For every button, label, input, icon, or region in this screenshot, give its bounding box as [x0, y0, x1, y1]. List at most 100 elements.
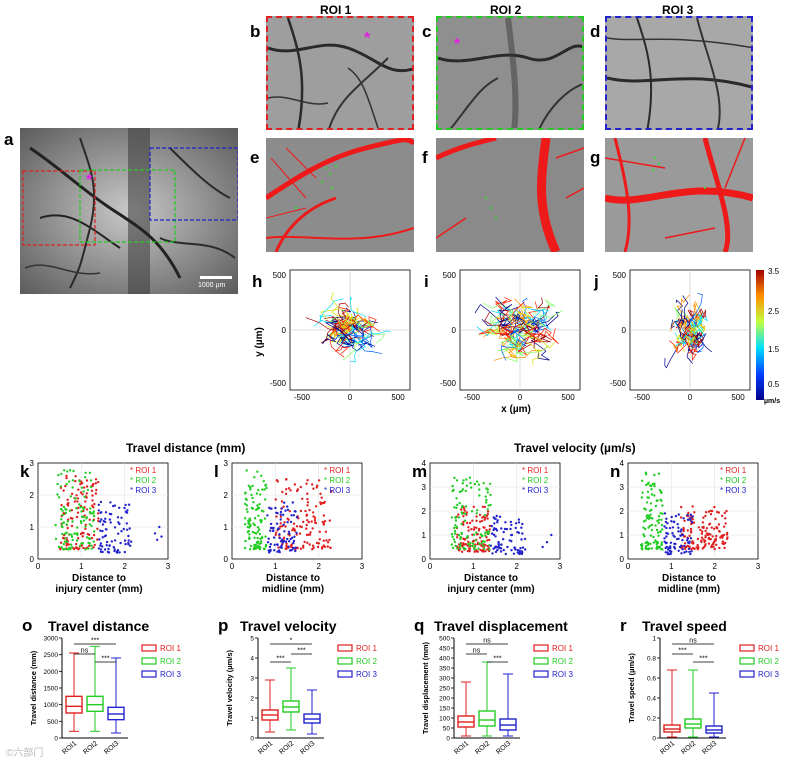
scatter-point	[62, 505, 66, 509]
scatter-point	[292, 546, 295, 550]
scatter-point	[687, 547, 691, 551]
scatter-point	[256, 504, 259, 507]
scatter-point	[259, 537, 262, 540]
scatter-point	[483, 547, 486, 551]
scatter-point	[65, 482, 68, 486]
scatter-point	[482, 482, 485, 485]
scatter-point	[664, 546, 667, 550]
box-legend-swatch	[739, 657, 755, 665]
scatter-point	[499, 547, 503, 550]
scatter-point	[245, 469, 248, 472]
scatter-point	[88, 518, 91, 521]
scatter-point	[68, 469, 72, 472]
scatter-point	[82, 509, 85, 513]
scatter-point	[460, 508, 463, 511]
track-ytick: 0	[282, 326, 287, 335]
scatter-point	[653, 484, 656, 488]
scatter-point	[649, 516, 652, 520]
scatter-point	[480, 519, 484, 523]
roi3-vessel-overlay	[605, 138, 753, 252]
scatter-point	[269, 529, 272, 532]
roi1-red-vessels	[266, 138, 414, 252]
scatter-point	[155, 538, 159, 541]
scatter-point	[290, 514, 293, 517]
scatter-point	[314, 505, 318, 508]
cell-track	[678, 327, 687, 341]
scatter-point	[82, 507, 85, 511]
scatter-point	[77, 488, 80, 491]
scatter-point	[472, 528, 476, 531]
scatter-point	[299, 509, 303, 513]
scatter-point	[720, 534, 723, 538]
scatter-point	[467, 542, 470, 546]
scatter-point	[285, 488, 288, 491]
scatter-legend-entry: * ROI 1	[720, 466, 747, 475]
scatter-point	[120, 516, 123, 519]
scatter-point	[286, 508, 290, 511]
scatter-point	[245, 498, 248, 502]
scatter-point	[453, 526, 456, 530]
cell-track	[695, 342, 704, 354]
scatter-point	[686, 518, 690, 521]
scatter-point	[649, 542, 652, 545]
cell-track	[682, 319, 695, 339]
scatter-point	[287, 487, 291, 490]
scatter-point	[302, 520, 305, 524]
colorbar-tick: 1.5	[768, 345, 780, 354]
cell-track	[524, 321, 539, 332]
scatter-point	[54, 523, 57, 527]
scatter-point	[96, 512, 100, 515]
scatter-point	[91, 504, 94, 507]
scatter-point	[80, 521, 83, 525]
scatter-point	[499, 550, 503, 553]
scatter-point	[262, 480, 265, 483]
box-legend-label: ROI 3	[356, 670, 377, 679]
scatter-xtick: 1	[273, 562, 278, 571]
box-plot: 0 500 1000 1500 2000 2500 3000 Travel distance …	[29, 636, 181, 757]
scatter-point	[61, 532, 64, 536]
scatter-point	[516, 548, 519, 552]
scatter-point	[691, 515, 694, 518]
scatter-point	[70, 546, 74, 549]
scatter-point	[252, 546, 256, 550]
scatter-xtick: 2	[514, 562, 519, 571]
scatter-point	[486, 548, 489, 551]
scatter-point	[125, 522, 128, 525]
scatter-point	[714, 517, 717, 521]
scatter-point	[500, 527, 503, 530]
scatter-point	[99, 542, 103, 545]
scatter-point	[109, 521, 112, 524]
scatter-point	[456, 503, 459, 507]
scatter-point	[268, 506, 271, 509]
box-legend-swatch	[337, 657, 353, 665]
scatter-point	[85, 516, 89, 519]
scatter-point	[271, 526, 275, 530]
scatter-point	[81, 482, 84, 485]
box-ytick: 1	[250, 716, 254, 723]
scatter-point	[689, 513, 692, 516]
scatter-point	[255, 492, 259, 495]
scatter-point	[124, 542, 127, 546]
panel-label-p: p	[218, 616, 229, 635]
scatter-point	[490, 524, 493, 528]
scatter-point	[325, 539, 328, 542]
scatter-point	[84, 527, 87, 530]
scatter-point	[266, 541, 270, 544]
track-xtick: 0	[518, 393, 523, 402]
scatter-point	[681, 533, 684, 537]
scatter-point	[124, 510, 128, 513]
scatter-point	[707, 542, 711, 545]
scatter-point	[69, 543, 73, 546]
scatter-point	[484, 550, 487, 553]
scatter-point	[716, 510, 719, 514]
cell-track	[693, 316, 708, 323]
scatter-point	[469, 486, 473, 489]
scatter-point	[87, 541, 90, 545]
scatter-point	[496, 519, 499, 522]
scatter-point	[725, 533, 729, 536]
scatter-point	[267, 537, 270, 540]
scatter-point	[108, 512, 112, 516]
box-legend-label: ROI 3	[160, 670, 181, 679]
roi2-vessels	[438, 18, 582, 128]
scatter-point	[683, 519, 686, 522]
